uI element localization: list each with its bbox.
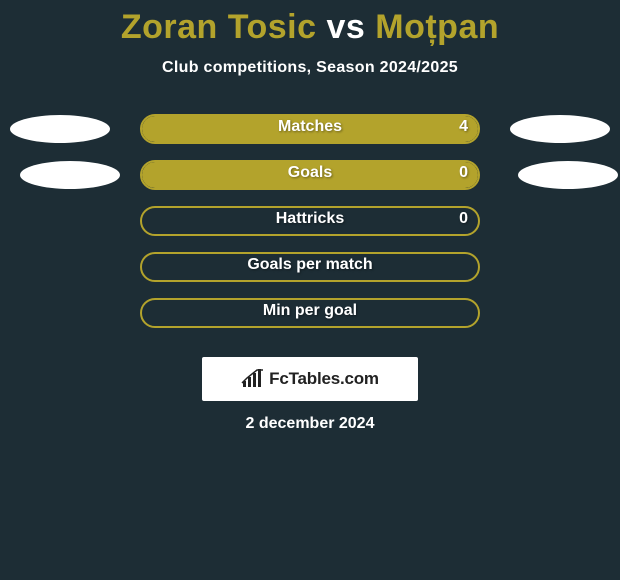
brand-badge: FcTables.com	[202, 357, 418, 401]
stat-bar-fill	[142, 162, 478, 188]
stat-bar-track	[140, 114, 480, 144]
stat-bar-track	[140, 160, 480, 190]
stat-row: Goals per match	[0, 253, 620, 299]
date-text: 2 december 2024	[0, 415, 620, 433]
stat-row: Goals0	[0, 161, 620, 207]
stat-bar-fill	[142, 116, 478, 142]
left-value-ellipse	[20, 161, 120, 189]
stat-row: Hattricks0	[0, 207, 620, 253]
left-value-ellipse	[10, 115, 110, 143]
right-value-ellipse	[510, 115, 610, 143]
page-title: Zoran Tosic vs Moțpan	[0, 0, 620, 47]
vs-text: vs	[326, 8, 365, 46]
stat-bar-track	[140, 298, 480, 328]
player2-name: Moțpan	[375, 8, 499, 46]
stat-bar-track	[140, 252, 480, 282]
subtitle: Club competitions, Season 2024/2025	[0, 59, 620, 77]
stat-row: Min per goal	[0, 299, 620, 345]
stats-container: Matches4Goals0Hattricks0Goals per matchM…	[0, 115, 620, 345]
right-value-ellipse	[518, 161, 618, 189]
brand-chart-icon	[241, 369, 265, 389]
player1-name: Zoran Tosic	[121, 8, 317, 46]
brand-text: FcTables.com	[269, 369, 379, 389]
stat-bar-track	[140, 206, 480, 236]
stat-row: Matches4	[0, 115, 620, 161]
